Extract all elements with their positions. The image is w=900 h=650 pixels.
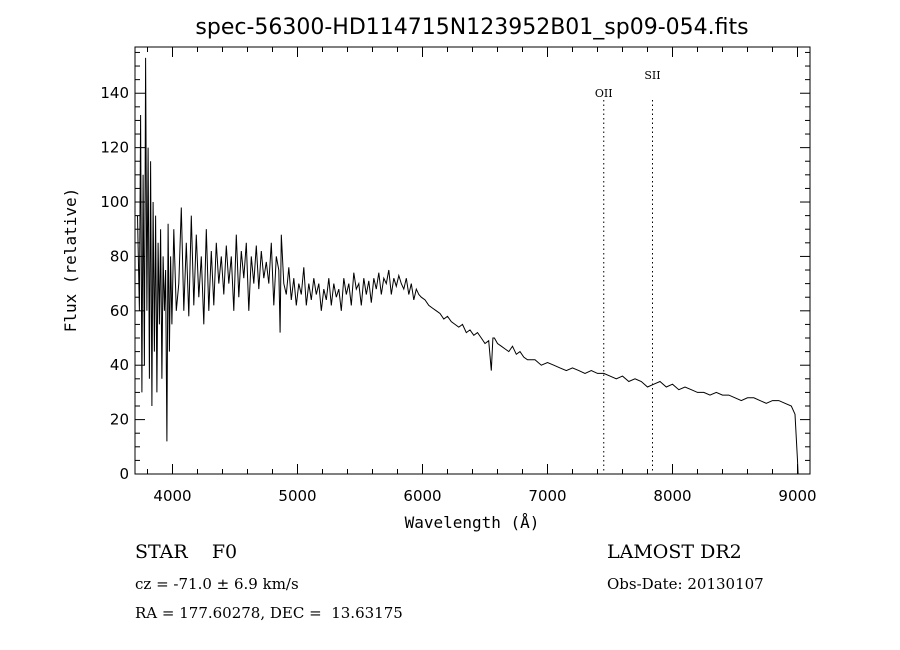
y-tick-label: 20 [110, 411, 129, 429]
x-tick-label: 6000 [403, 487, 441, 505]
coordinates: RA = 177.60278, DEC = 13.63175 [135, 604, 403, 622]
x-tick-label: 5000 [278, 487, 316, 505]
y-tick-label: 40 [110, 356, 129, 374]
y-tick-label: 120 [100, 139, 129, 157]
x-tick-label: 7000 [528, 487, 566, 505]
redshift-velocity: cz = -71.0 ± 6.9 km/s [135, 575, 299, 593]
x-axis-label: Wavelength (Å) [405, 513, 540, 532]
y-tick-label: 60 [110, 302, 129, 320]
y-tick-label: 140 [100, 84, 129, 102]
y-tick-label: 80 [110, 247, 129, 265]
object-class: STAR F0 [135, 541, 238, 563]
y-tick-label: 0 [119, 465, 129, 483]
line-annotations: OII SII [595, 69, 661, 474]
chart-title: spec-56300-HD114715N123952B01_sp09-054.f… [195, 15, 748, 40]
annotation-label: OII [595, 87, 613, 100]
x-tick-label: 4000 [153, 487, 191, 505]
x-tick-label: 9000 [778, 487, 816, 505]
spectrum-line [137, 57, 799, 475]
axis-ticks: 4000 5000 6000 7000 8000 9000 0 20 40 60 80 100 120 1… [100, 47, 817, 505]
observation-date: Obs-Date: 20130107 [607, 575, 764, 593]
y-tick-label: 100 [100, 193, 129, 211]
annotation-label: SII [644, 69, 660, 82]
y-axis-label: Flux (relative) [61, 188, 80, 333]
survey-name: LAMOST DR2 [607, 541, 742, 563]
x-tick-label: 8000 [653, 487, 691, 505]
plot-frame [134, 46, 811, 475]
